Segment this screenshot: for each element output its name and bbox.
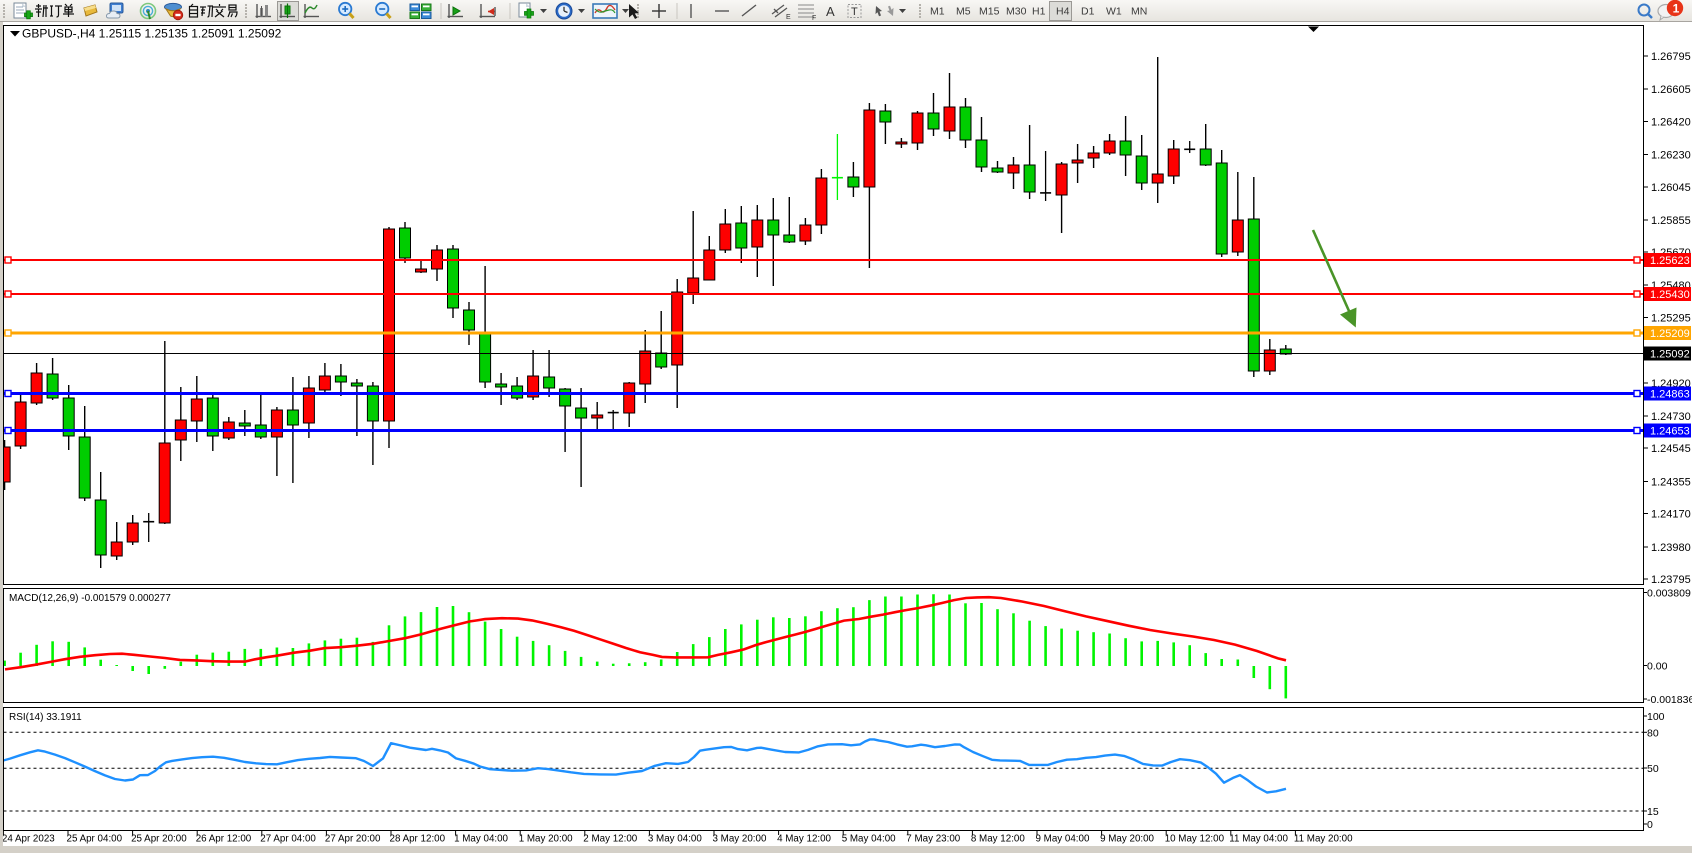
svg-text:1.25855: 1.25855 <box>1651 215 1691 227</box>
svg-text:1 May 20:00: 1 May 20:00 <box>519 834 573 845</box>
svg-text:W1: W1 <box>1106 6 1122 18</box>
svg-text:1.23795: 1.23795 <box>1651 574 1691 586</box>
svg-text:50: 50 <box>1647 763 1659 775</box>
svg-text:15: 15 <box>1647 806 1659 818</box>
svg-text:H4: H4 <box>1056 6 1070 18</box>
svg-text:1.24653: 1.24653 <box>1650 426 1690 438</box>
svg-text:1.25295: 1.25295 <box>1651 313 1691 325</box>
svg-text:1.23980: 1.23980 <box>1651 542 1691 554</box>
svg-text:T: T <box>851 6 858 18</box>
svg-text:M30: M30 <box>1006 6 1027 18</box>
svg-text:RSI(14) 33.1911: RSI(14) 33.1911 <box>9 712 82 723</box>
svg-text:28 Apr 12:00: 28 Apr 12:00 <box>390 834 446 845</box>
svg-text:3 May 04:00: 3 May 04:00 <box>648 834 702 845</box>
svg-text:1.24545: 1.24545 <box>1651 443 1691 455</box>
svg-text:1.25623: 1.25623 <box>1650 255 1690 267</box>
svg-text:0: 0 <box>1647 819 1653 831</box>
svg-text:4 May 12:00: 4 May 12:00 <box>777 834 831 845</box>
svg-text:100: 100 <box>1647 711 1665 723</box>
svg-text:7 May 23:00: 7 May 23:00 <box>906 834 960 845</box>
svg-text:25 Apr 20:00: 25 Apr 20:00 <box>131 834 187 845</box>
svg-text:3 May 20:00: 3 May 20:00 <box>713 834 767 845</box>
svg-text:E: E <box>786 14 791 21</box>
svg-text:26 Apr 12:00: 26 Apr 12:00 <box>196 834 252 845</box>
svg-text:11 May 20:00: 11 May 20:00 <box>1294 834 1353 845</box>
svg-text:1.25092: 1.25092 <box>1650 349 1690 361</box>
svg-text:1.24730: 1.24730 <box>1651 411 1691 423</box>
svg-text:H1: H1 <box>1032 6 1046 18</box>
svg-text:1.26230: 1.26230 <box>1651 150 1691 162</box>
svg-text:1.26795: 1.26795 <box>1651 51 1691 63</box>
svg-text:1.24170: 1.24170 <box>1651 509 1691 521</box>
svg-text:1: 1 <box>1673 1 1680 15</box>
svg-text:GBPUSD-,H4 1.25115 1.25135 1.: GBPUSD-,H4 1.25115 1.25135 1.25091 1.250… <box>22 27 282 41</box>
svg-text:M1: M1 <box>930 6 945 18</box>
svg-text:MN: MN <box>1131 6 1147 18</box>
svg-text:24 Apr 2023: 24 Apr 2023 <box>2 834 55 845</box>
svg-text:A: A <box>826 4 835 19</box>
svg-text:M5: M5 <box>956 6 971 18</box>
svg-text:1.25209: 1.25209 <box>1650 328 1690 340</box>
svg-text:2 May 12:00: 2 May 12:00 <box>583 834 637 845</box>
svg-text:27 Apr 04:00: 27 Apr 04:00 <box>260 834 316 845</box>
svg-text:MACD(12,26,9) -0.001579 0.0002: MACD(12,26,9) -0.001579 0.000277 <box>9 593 171 604</box>
svg-text:1.24355: 1.24355 <box>1651 477 1691 489</box>
svg-text:1.26605: 1.26605 <box>1651 84 1691 96</box>
svg-text:9 May 20:00: 9 May 20:00 <box>1100 834 1154 845</box>
svg-text:F: F <box>812 15 816 22</box>
svg-text:D1: D1 <box>1081 6 1095 18</box>
svg-text:11 May 04:00: 11 May 04:00 <box>1229 834 1288 845</box>
svg-text:1.26045: 1.26045 <box>1651 182 1691 194</box>
svg-text:27 Apr 20:00: 27 Apr 20:00 <box>325 834 381 845</box>
svg-text:0.00: 0.00 <box>1647 661 1668 673</box>
svg-text:1 May 04:00: 1 May 04:00 <box>454 834 508 845</box>
svg-text:5 May 04:00: 5 May 04:00 <box>842 834 896 845</box>
svg-text:1.25430: 1.25430 <box>1650 289 1690 301</box>
svg-text:9 May 04:00: 9 May 04:00 <box>1036 834 1090 845</box>
svg-text:8 May 12:00: 8 May 12:00 <box>971 834 1025 845</box>
svg-text:80: 80 <box>1647 727 1659 739</box>
svg-text:M15: M15 <box>979 6 1000 18</box>
svg-text:1.24863: 1.24863 <box>1650 389 1690 401</box>
svg-text:-0.001836: -0.001836 <box>1647 694 1692 706</box>
svg-text:1.26420: 1.26420 <box>1651 117 1691 129</box>
svg-text:25 Apr 04:00: 25 Apr 04:00 <box>67 834 123 845</box>
svg-text:10 May 12:00: 10 May 12:00 <box>1165 834 1225 845</box>
svg-text:0.003809: 0.003809 <box>1647 588 1691 600</box>
